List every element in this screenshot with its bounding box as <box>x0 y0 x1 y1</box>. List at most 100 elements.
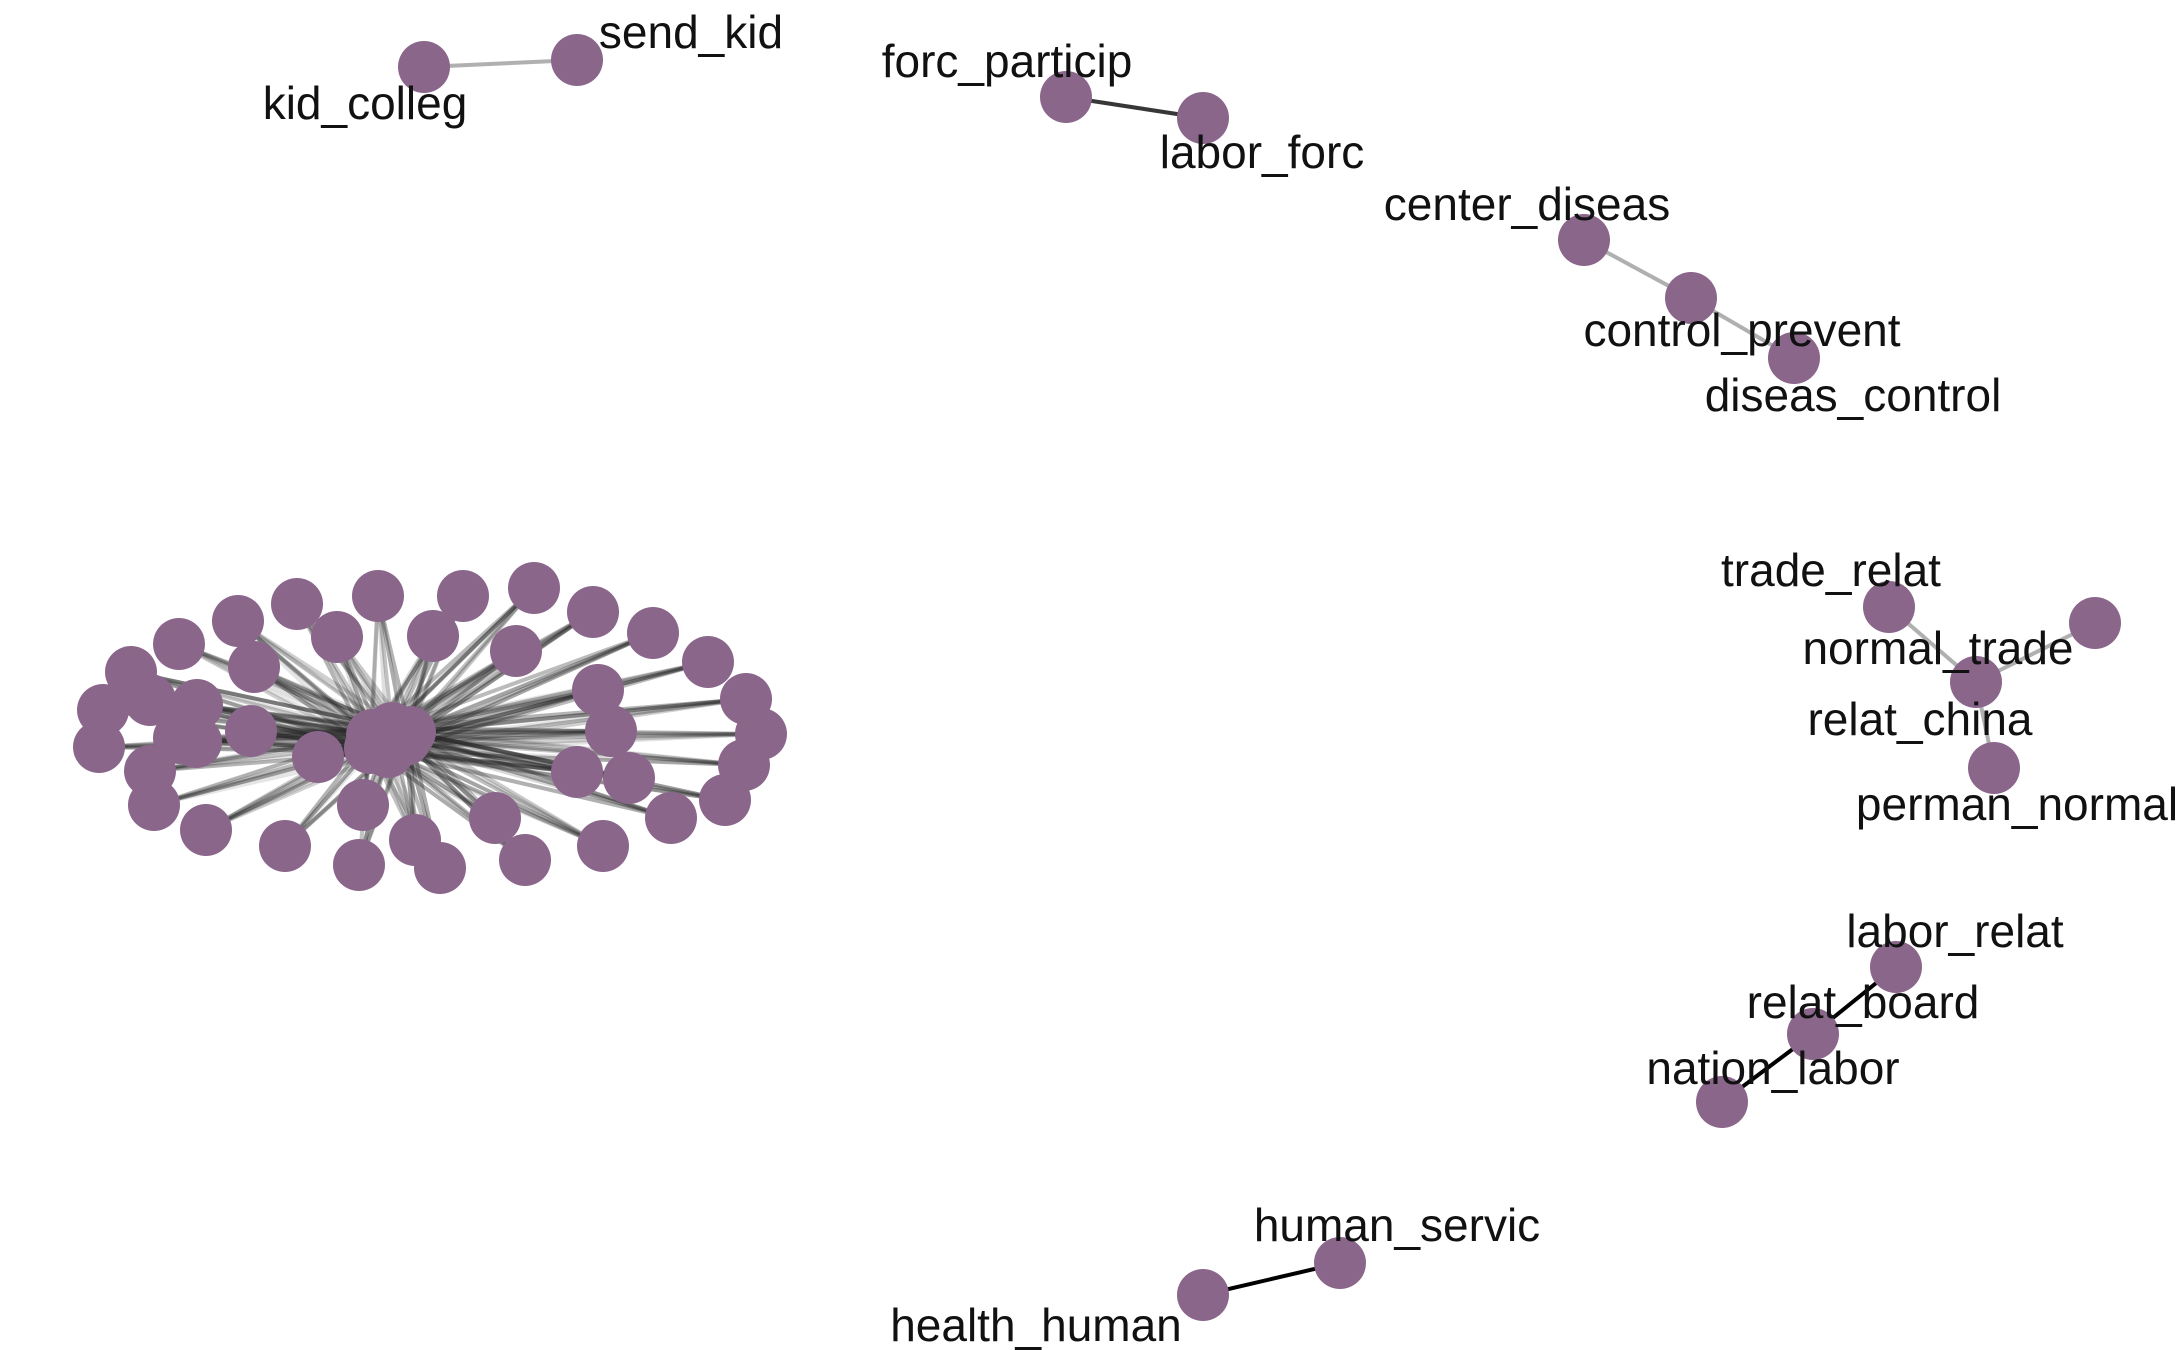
hub-edge <box>387 697 747 754</box>
leaf-node[interactable] <box>333 839 385 891</box>
hub-edge <box>369 732 762 750</box>
hub-edge <box>387 660 709 754</box>
leaf-node[interactable] <box>645 792 697 844</box>
leaf-node[interactable] <box>572 664 624 716</box>
hub-edge <box>178 642 373 737</box>
hub-node[interactable] <box>384 706 436 758</box>
node-kid_colleg[interactable] <box>398 41 450 93</box>
hub-edge <box>390 586 536 730</box>
leaf-node[interactable] <box>311 611 363 663</box>
leaf-node[interactable] <box>212 595 264 647</box>
hub-edge <box>409 688 599 734</box>
node-human_servic[interactable] <box>1314 1237 1366 1289</box>
nodes-layer <box>73 34 2121 1321</box>
hub-edge <box>369 746 726 802</box>
hub-edge <box>404 729 612 742</box>
hub-edge <box>404 631 654 742</box>
hub-edge <box>371 732 762 737</box>
leaf-node[interactable] <box>490 625 542 677</box>
hub-edge <box>391 726 745 767</box>
node-center_diseas[interactable] <box>1558 214 1610 266</box>
hub-edge <box>391 631 654 730</box>
node-label-trade_relat: trade_relat <box>1721 544 1941 596</box>
hub-edge <box>409 631 654 734</box>
node-label-perman_normal: perman_normal <box>1856 778 2178 830</box>
leaf-node[interactable] <box>469 792 521 844</box>
node-forc_particip[interactable] <box>1040 71 1092 123</box>
node-label-health_human: health_human <box>890 1299 1182 1350</box>
leaf-node[interactable] <box>627 607 679 659</box>
leaf-node[interactable] <box>508 562 560 614</box>
hub-edge <box>409 729 612 734</box>
hub-node[interactable] <box>344 722 396 774</box>
node-label-human_servic: human_servic <box>1254 1199 1540 1251</box>
leaf-node[interactable] <box>271 578 323 630</box>
leaf-node[interactable] <box>585 705 637 757</box>
hub-edge <box>130 670 373 737</box>
node-labor_forc[interactable] <box>1177 92 1229 144</box>
hub-edge <box>404 688 599 742</box>
hub-edge <box>404 660 709 742</box>
node-normal_trade[interactable] <box>2069 597 2121 649</box>
node-control_prevent[interactable] <box>1665 272 1717 324</box>
node-label-normal_trade: normal_trade <box>1802 622 2073 674</box>
leaf-node[interactable] <box>292 731 344 783</box>
hub-edge <box>178 642 393 730</box>
node-relat_board[interactable] <box>1787 1008 1839 1060</box>
node-labor_relat[interactable] <box>1870 941 1922 993</box>
edges-layer <box>98 58 2097 1297</box>
leaf-node[interactable] <box>228 641 280 693</box>
leaf-node[interactable] <box>153 712 205 764</box>
node-nation_labor[interactable] <box>1696 1076 1748 1128</box>
node-relat_china[interactable] <box>1950 656 2002 708</box>
node-send_kid[interactable] <box>551 34 603 86</box>
leaf-node[interactable] <box>124 674 176 726</box>
leaf-node[interactable] <box>499 834 551 886</box>
node-health_human[interactable] <box>1177 1269 1229 1321</box>
hub-edge <box>404 738 578 774</box>
hub-edge <box>391 610 594 730</box>
leaf-node[interactable] <box>551 746 603 798</box>
node-perman_normal[interactable] <box>1968 742 2020 794</box>
node-label-relat_board: relat_board <box>1747 976 1980 1028</box>
hub-edge <box>196 703 371 750</box>
leaf-node[interactable] <box>153 618 205 670</box>
hub-edge <box>178 642 371 750</box>
node-label-labor_relat: labor_relat <box>1846 905 2064 957</box>
hub-edge <box>391 660 709 730</box>
hub-edge <box>403 610 595 742</box>
hub-edge <box>295 602 394 730</box>
leaf-node[interactable] <box>682 636 734 688</box>
leaf-node[interactable] <box>225 705 277 757</box>
node-label-labor_forc: labor_forc <box>1160 126 1365 178</box>
hub-edge <box>236 619 374 737</box>
hub-edge <box>404 697 747 742</box>
hub-edge <box>404 732 762 742</box>
leaf-node[interactable] <box>437 570 489 622</box>
hub-edge <box>387 732 762 754</box>
leaf-node[interactable] <box>77 684 129 736</box>
node-label-forc_particip: forc_particip <box>882 35 1133 87</box>
hub-edge <box>130 670 393 730</box>
leaf-node[interactable] <box>603 752 655 804</box>
node-label-nation_labor: nation_labor <box>1646 1042 1899 1094</box>
leaf-node[interactable] <box>337 779 389 831</box>
node-trade_relat[interactable] <box>1863 581 1915 633</box>
hub-edge <box>195 733 373 744</box>
hub-edge <box>408 586 536 734</box>
leaf-node[interactable] <box>407 610 459 662</box>
leaf-node[interactable] <box>699 774 751 826</box>
leaf-node[interactable] <box>567 586 619 638</box>
hub-edge <box>404 738 604 848</box>
leaf-node[interactable] <box>577 820 629 872</box>
hub-edge <box>409 660 709 734</box>
leaf-node[interactable] <box>180 804 232 856</box>
leaf-node[interactable] <box>389 814 441 866</box>
node-diseas_control[interactable] <box>1768 332 1820 384</box>
leaf-node[interactable] <box>352 570 404 622</box>
leaf-node[interactable] <box>259 820 311 872</box>
node-label-kid_colleg: kid_colleg <box>263 77 468 129</box>
node-label-send_kid: send_kid <box>599 6 783 58</box>
hub-edge <box>196 703 373 737</box>
